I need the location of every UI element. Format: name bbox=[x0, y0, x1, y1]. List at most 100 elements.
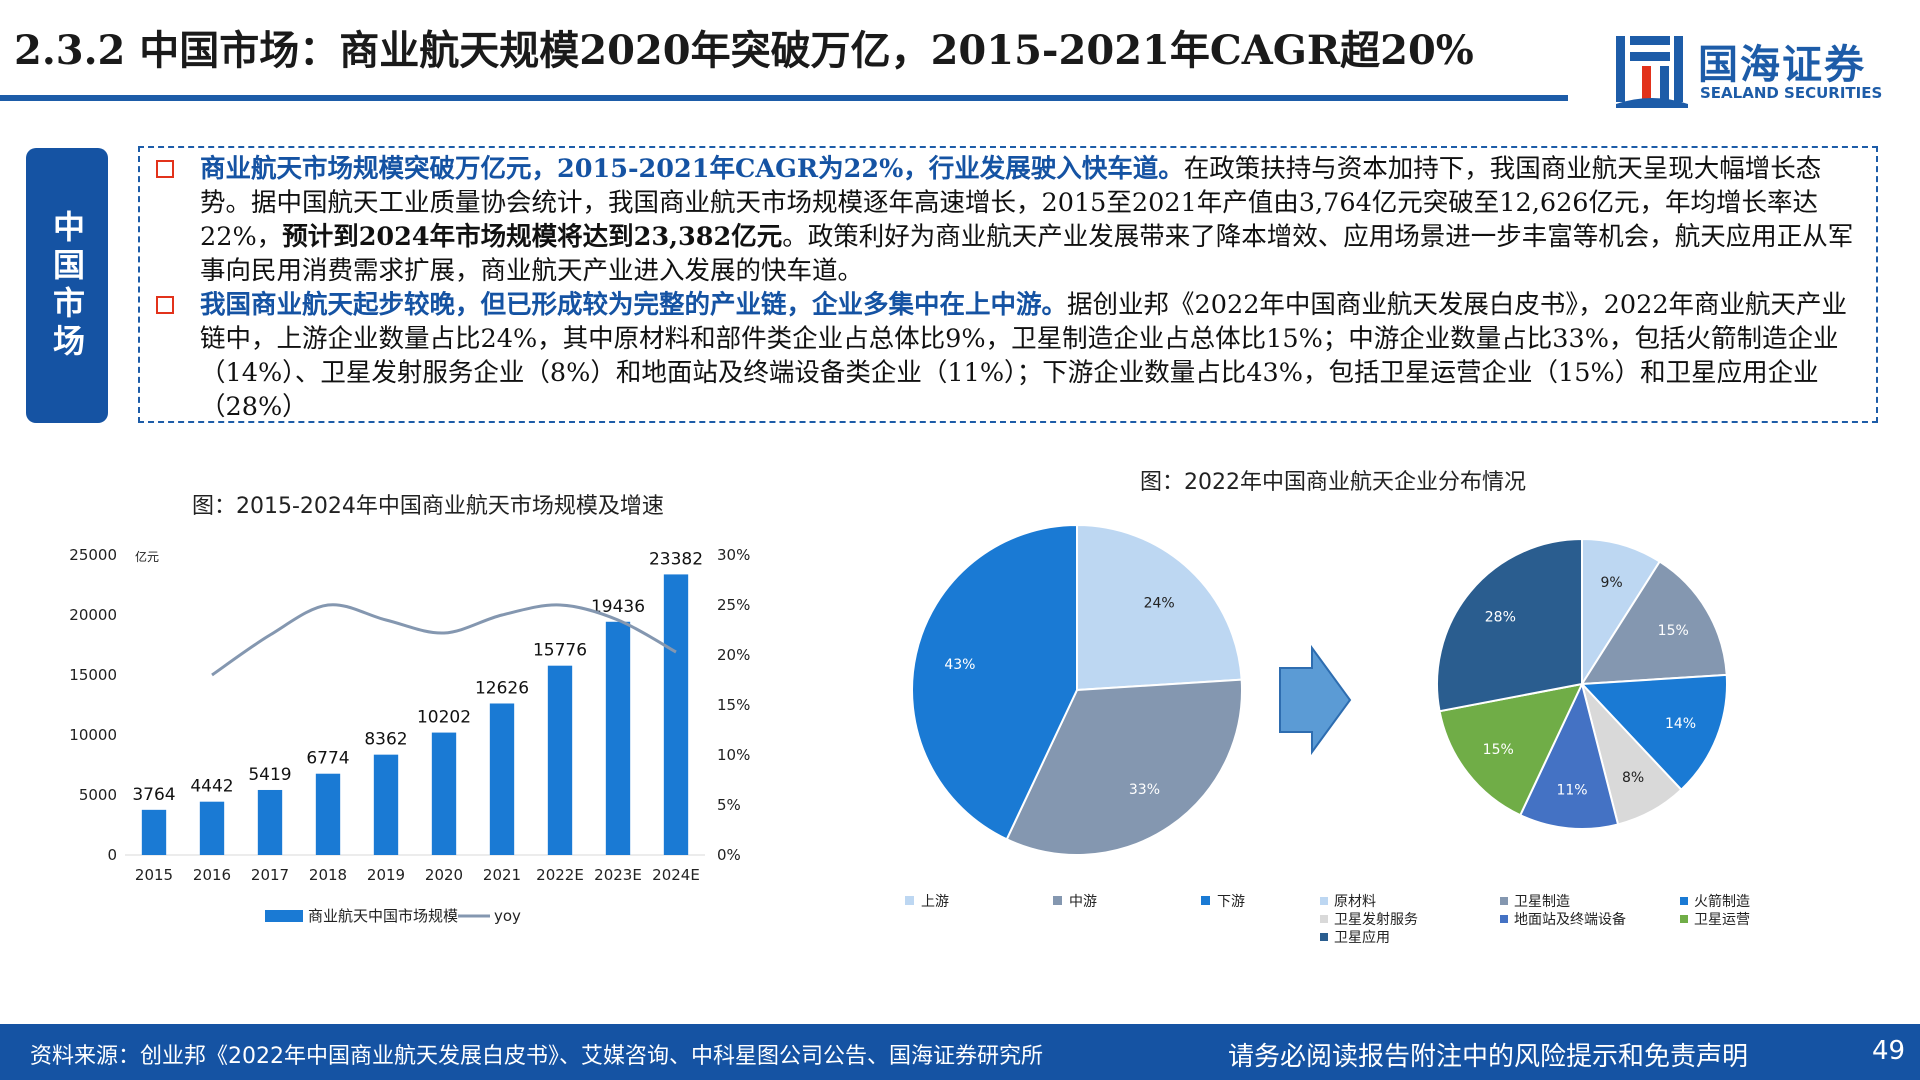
summary-paragraph-2: 我国商业航天起步较晚，但已形成较为完整的产业链，企业多集中在上中游。据创业邦《2… bbox=[156, 288, 1860, 424]
segment-legend-label: 卫星运营 bbox=[1694, 912, 1750, 928]
bar-value-label: 15776 bbox=[533, 641, 587, 661]
x-tick-label: 2020 bbox=[425, 866, 463, 884]
pie-chart-title: 图：2022年中国商业航天企业分布情况 bbox=[1140, 470, 1526, 495]
legend-label-line: yoy bbox=[494, 907, 521, 925]
summary-bold: 预计到2024年市场规模将达到23,382亿元 bbox=[282, 222, 783, 252]
footer-bar: 资料来源：创业邦《2022年中国商业航天发展白皮书》、艾媒咨询、中科星图公司公告… bbox=[0, 1024, 1920, 1080]
stage-legend-swatch bbox=[1053, 896, 1062, 905]
bar bbox=[199, 801, 225, 855]
square-bullet-icon bbox=[156, 160, 174, 178]
page-number: 49 bbox=[1872, 1036, 1906, 1066]
bar-value-label: 12626 bbox=[475, 678, 529, 698]
x-tick-label: 2022E bbox=[536, 866, 584, 884]
stage-legend-label: 中游 bbox=[1069, 894, 1097, 910]
bar bbox=[257, 789, 283, 855]
x-tick-label: 2019 bbox=[367, 866, 405, 884]
segment-legend-swatch bbox=[1680, 897, 1688, 905]
bar bbox=[141, 809, 167, 855]
y-left-unit-label: 亿元 bbox=[135, 549, 159, 564]
x-tick-label: 2021 bbox=[483, 866, 521, 884]
bar bbox=[315, 773, 341, 855]
bar-value-label: 23382 bbox=[649, 549, 703, 569]
bar bbox=[547, 665, 573, 855]
stage-pie-slice-label: 43% bbox=[944, 657, 975, 673]
legend-label-bar: 商业航天中国市场规模 bbox=[308, 907, 458, 925]
page-title: 2.3.2 中国市场：商业航天规模2020年突破万亿，2015-2021年CAG… bbox=[14, 27, 1474, 74]
arrow-right-icon bbox=[1279, 644, 1352, 756]
footer-disclaimer: 请务必阅读报告附注中的风险提示和免责声明 bbox=[1228, 1042, 1749, 1072]
segment-pie-slice-label: 14% bbox=[1665, 716, 1696, 732]
segment-legend-label: 卫星制造 bbox=[1514, 894, 1570, 910]
summary-paragraph-1: 商业航天市场规模突破万亿元，2015-2021年CAGR为22%，行业发展驶入快… bbox=[156, 152, 1860, 288]
summary-text: 在政策扶持与资本加持下，我国商业航天呈现大幅增长态势。据中国航天工业质量协会统计… bbox=[200, 154, 1822, 252]
y-left-tick-label: 20000 bbox=[69, 606, 117, 624]
segment-legend-swatch bbox=[1500, 897, 1508, 905]
segment-pie-slice-label: 15% bbox=[1483, 742, 1514, 758]
summary-text: 。政策利好为商业航天产业发展带来了降本增效、应用场景进一步丰富等机会，航天应用正… bbox=[200, 222, 1854, 286]
stage-pie-slice bbox=[1005, 678, 1243, 856]
enterprise-distribution-pie-charts: 24% 33% 43% 9% 15% 14% 8% 11% 15% 28% 上游 中游 下游 原材料 卫星制… bbox=[905, 523, 1750, 946]
segment-pie-slice-label: 11% bbox=[1556, 783, 1587, 799]
segment-legend-label: 卫星发射服务 bbox=[1334, 912, 1418, 928]
x-tick-label: 2024E bbox=[652, 866, 700, 884]
bar-value-label: 6774 bbox=[306, 749, 349, 769]
y-left-tick-label: 10000 bbox=[69, 726, 117, 744]
bar-chart-title: 图：2015-2024年中国商业航天市场规模及增速 bbox=[192, 494, 664, 519]
bar-value-label: 10202 bbox=[417, 708, 471, 728]
bar bbox=[373, 754, 399, 855]
segment-pie-slice-label: 9% bbox=[1600, 575, 1622, 591]
brand-logo: 国海证券 SEALAND SECURITIES bbox=[1612, 30, 1912, 110]
logo-english-text: SEALAND SECURITIES bbox=[1700, 84, 1883, 102]
segment-legend-label: 火箭制造 bbox=[1694, 893, 1750, 910]
segment-legend-label: 卫星应用 bbox=[1334, 929, 1390, 946]
section-tag: 中国市场 bbox=[26, 148, 108, 423]
sealand-logo-icon bbox=[1616, 36, 1688, 108]
bar bbox=[605, 621, 631, 855]
x-tick-label: 2018 bbox=[309, 866, 347, 884]
section-tag-label: 中国市场 bbox=[48, 209, 86, 362]
summary-highlight: 我国商业航天起步较晚，但已形成较为完整的产业链，企业多集中在上中游。 bbox=[200, 290, 1068, 320]
bar bbox=[431, 732, 457, 855]
segment-pie-slice-label: 15% bbox=[1658, 623, 1689, 639]
y-right-tick-label: 10% bbox=[717, 746, 750, 764]
x-tick-label: 2015 bbox=[135, 866, 173, 884]
legend-swatch-bar bbox=[265, 910, 303, 922]
summary-highlight: 商业航天市场规模突破万亿元，2015-2021年CAGR为22%，行业发展驶入快… bbox=[200, 154, 1184, 184]
segment-pie-slice bbox=[1581, 537, 1662, 688]
x-tick-label: 2016 bbox=[193, 866, 231, 884]
summary-text: 据创业邦《2022年中国商业航天发展白皮书》，2022年商业航天产业链中，上游企… bbox=[200, 290, 1848, 422]
y-left-tick-label: 25000 bbox=[69, 546, 117, 564]
square-bullet-icon bbox=[156, 296, 174, 314]
title-divider bbox=[0, 95, 1568, 101]
y-left-tick-label: 5000 bbox=[79, 786, 117, 804]
segment-legend-label: 地面站及终端设备 bbox=[1514, 911, 1626, 928]
x-tick-label: 2017 bbox=[251, 866, 289, 884]
stage-legend-swatch bbox=[1201, 896, 1210, 905]
segment-legend-swatch bbox=[1320, 933, 1328, 941]
segment-legend-swatch bbox=[1320, 915, 1328, 923]
x-tick-label: 2023E bbox=[594, 866, 642, 884]
segment-legend-swatch bbox=[1680, 915, 1688, 923]
stage-pie-slice-label: 24% bbox=[1144, 596, 1175, 612]
y-left-tick-label: 15000 bbox=[69, 666, 117, 684]
y-right-tick-label: 20% bbox=[717, 646, 750, 664]
y-right-tick-label: 15% bbox=[717, 696, 750, 714]
segment-pie-slice bbox=[1436, 537, 1583, 713]
bar-value-label: 19436 bbox=[591, 597, 645, 617]
y-right-tick-label: 25% bbox=[717, 596, 750, 614]
bar bbox=[489, 703, 515, 855]
segment-pie-slice bbox=[1580, 560, 1728, 686]
bar-value-label: 4442 bbox=[190, 777, 233, 797]
stage-legend-label: 下游 bbox=[1217, 894, 1245, 910]
y-right-tick-label: 5% bbox=[717, 796, 741, 814]
stage-pie-slice bbox=[1076, 523, 1243, 692]
stage-legend-swatch bbox=[905, 896, 914, 905]
y-right-tick-label: 30% bbox=[717, 546, 750, 564]
bar-value-label: 8362 bbox=[364, 730, 407, 750]
segment-legend-swatch bbox=[1500, 915, 1508, 923]
segment-pie-slice-label: 28% bbox=[1485, 609, 1516, 625]
stage-pie-slice-label: 33% bbox=[1129, 782, 1160, 798]
yoy-line bbox=[211, 603, 677, 677]
bar-value-label: 3764 bbox=[132, 785, 175, 805]
segment-pie-slice bbox=[1438, 682, 1584, 817]
